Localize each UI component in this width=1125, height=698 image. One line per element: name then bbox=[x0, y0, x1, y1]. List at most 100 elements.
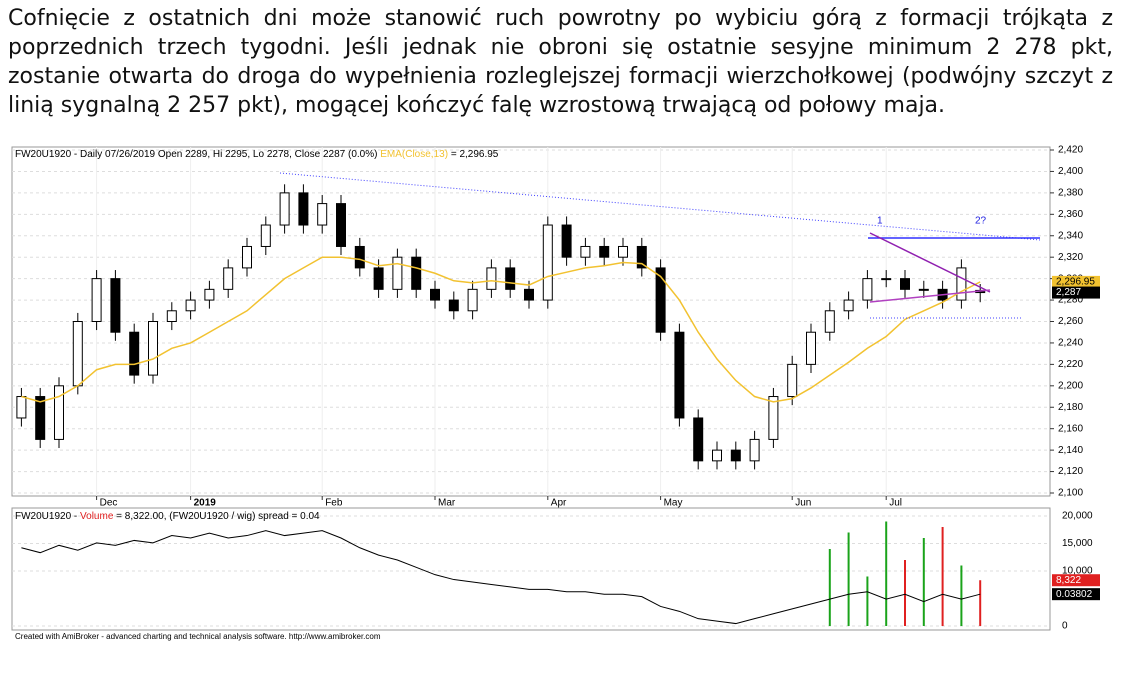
candle-body bbox=[956, 267, 967, 301]
candle-body bbox=[317, 203, 328, 226]
x-tick-label: Apr bbox=[551, 498, 567, 509]
y-tick-label: 2,420 bbox=[1058, 145, 1083, 156]
x-tick-label: Jun bbox=[795, 498, 811, 509]
candle-body bbox=[824, 310, 835, 333]
y-tick-label: 2,220 bbox=[1058, 359, 1083, 370]
ema-line bbox=[21, 256, 981, 403]
y-tick-label: 2,380 bbox=[1058, 188, 1083, 199]
candle-body bbox=[91, 278, 102, 322]
header-text: = 8,322.00, (FW20U1920 / wig) spread = 0… bbox=[113, 511, 320, 522]
candle-body bbox=[35, 396, 46, 440]
x-tick-label: Feb bbox=[325, 498, 343, 509]
candle-body bbox=[242, 245, 252, 269]
candle-body bbox=[900, 278, 910, 290]
y-tick-label: 2,180 bbox=[1058, 402, 1083, 413]
price-marker bbox=[1052, 286, 1100, 299]
candle-body bbox=[618, 245, 628, 258]
candle-body bbox=[467, 288, 478, 312]
triangle-line bbox=[869, 232, 991, 293]
candle-body bbox=[599, 245, 610, 258]
y-tick-label: 10,000 bbox=[1062, 566, 1093, 577]
candle-body bbox=[806, 331, 816, 365]
price-marker-label: 2,287 bbox=[1056, 287, 1081, 298]
candle-body bbox=[505, 267, 516, 290]
candle-body bbox=[185, 299, 196, 312]
candle-body bbox=[16, 396, 27, 419]
candle-body bbox=[580, 245, 591, 258]
candle-body bbox=[260, 224, 271, 247]
candle-body bbox=[768, 396, 779, 440]
candle-body bbox=[693, 417, 704, 462]
y-tick-label: 2,120 bbox=[1058, 466, 1083, 477]
x-tick-label: May bbox=[664, 498, 683, 509]
y-tick-label: 2,200 bbox=[1058, 380, 1083, 391]
candle-body bbox=[787, 363, 798, 398]
y-tick-label: 2,360 bbox=[1058, 209, 1083, 220]
y-tick-label: 2,340 bbox=[1058, 230, 1083, 241]
header-text: Volume bbox=[80, 511, 114, 522]
ema-name: EMA(Close,13) bbox=[380, 149, 448, 160]
y-tick-label: 2,320 bbox=[1058, 252, 1083, 263]
y-tick-label: 2,240 bbox=[1058, 338, 1083, 349]
article-paragraph: Cofnięcie z ostatnich dni może stanowić … bbox=[8, 6, 1113, 118]
triangle-line bbox=[869, 289, 991, 303]
candle-body bbox=[166, 310, 177, 322]
candle-body bbox=[636, 245, 647, 269]
candle-body bbox=[730, 449, 741, 462]
footer: Created with AmiBroker - advanced charti… bbox=[15, 632, 381, 641]
candle-body bbox=[749, 438, 760, 462]
candle-body bbox=[712, 449, 722, 462]
candle-body bbox=[430, 288, 440, 301]
candle-body bbox=[486, 267, 497, 290]
y-tick-label: 15,000 bbox=[1062, 538, 1093, 549]
annotation: 2? bbox=[975, 216, 987, 227]
candle-body bbox=[129, 331, 140, 376]
value-marker bbox=[1052, 574, 1100, 587]
y-tick-label: 20,000 bbox=[1062, 511, 1093, 522]
y-tick-label: 0 bbox=[1062, 621, 1068, 632]
candle-body bbox=[204, 288, 215, 301]
candle-body bbox=[392, 256, 403, 290]
x-tick-label: Mar bbox=[438, 498, 456, 509]
main-header: FW20U1920 - Daily 07/26/2019 Open 2289, … bbox=[15, 149, 499, 160]
candle-body bbox=[843, 299, 854, 312]
candle-body bbox=[561, 224, 572, 258]
x-tick-label: Jul bbox=[889, 498, 902, 509]
volume-header: FW20U1920 - Volume = 8,322.00, (FW20U192… bbox=[15, 511, 320, 522]
candle-body bbox=[72, 321, 83, 387]
ema-text: = 2,296.95 bbox=[448, 149, 499, 160]
candle-body bbox=[448, 299, 459, 312]
y-tick-label: 2,400 bbox=[1058, 166, 1083, 177]
candle-body bbox=[110, 278, 121, 333]
value-marker-label: 8,322 bbox=[1056, 575, 1081, 586]
candle-body bbox=[354, 245, 365, 269]
x-tick-label: 2019 bbox=[194, 498, 217, 509]
annotation: 1 bbox=[877, 216, 883, 227]
candle-body bbox=[148, 321, 158, 376]
y-tick-label: 2,140 bbox=[1058, 445, 1083, 456]
price-marker-label: 2,296.95 bbox=[1056, 277, 1095, 288]
candle-body bbox=[298, 192, 309, 226]
candle-body bbox=[542, 224, 553, 301]
candle-body bbox=[881, 278, 892, 281]
candle-body bbox=[54, 385, 64, 440]
candle-body bbox=[862, 278, 873, 301]
y-tick-label: 2,160 bbox=[1058, 423, 1083, 434]
candle-body bbox=[918, 288, 929, 291]
candle-body bbox=[336, 203, 346, 247]
candle-body bbox=[223, 267, 234, 290]
trendline bbox=[279, 172, 1041, 241]
y-tick-label: 2,260 bbox=[1058, 316, 1083, 327]
value-marker bbox=[1052, 588, 1100, 601]
candle-body bbox=[524, 288, 534, 301]
spread-line bbox=[21, 530, 981, 625]
header-text: FW20U1920 - bbox=[15, 511, 80, 522]
candle-body bbox=[411, 256, 422, 290]
y-tick-label: 2,100 bbox=[1058, 488, 1083, 499]
candle-body bbox=[674, 331, 685, 419]
price-marker bbox=[1052, 275, 1100, 288]
candle-body bbox=[373, 267, 384, 290]
header-text: FW20U1920 - Daily 07/26/2019 Open 2289, … bbox=[15, 149, 380, 160]
